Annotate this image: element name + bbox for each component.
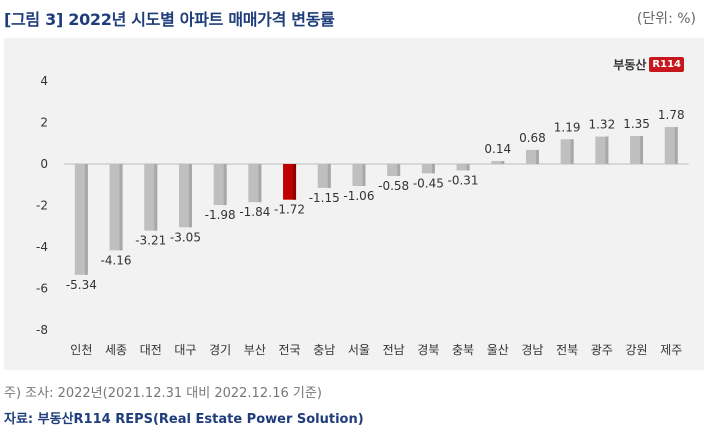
- bar-side: [674, 127, 678, 164]
- logo-badge: R114: [649, 57, 684, 72]
- y-tick-label: -6: [36, 282, 48, 296]
- bar-side: [466, 164, 470, 171]
- data-label: 1.35: [623, 117, 650, 131]
- bar-side: [188, 164, 192, 228]
- x-tick-label: 충남: [313, 343, 335, 357]
- bar-side: [605, 136, 609, 164]
- bar-side: [535, 149, 539, 164]
- y-tick-label: 2: [40, 116, 48, 130]
- bar-side: [84, 164, 88, 275]
- y-tick-label: 4: [40, 74, 48, 88]
- bar-side: [258, 164, 262, 203]
- x-tick-label: 전국: [279, 343, 301, 357]
- bar: [456, 164, 470, 171]
- data-label: 1.78: [658, 108, 685, 122]
- x-tick-label: 경기: [209, 343, 231, 357]
- bar: [664, 127, 678, 164]
- data-label: 0.14: [484, 142, 511, 156]
- data-label: -3.05: [170, 230, 201, 244]
- bar: [178, 164, 192, 228]
- bar-side: [501, 161, 505, 164]
- data-label: -1.84: [239, 205, 270, 219]
- chart-panel: -8 -6 -4 -2 0 2 4 -5.34 인천 -4.16 세종 -3.21 대전 -3.05 대구 -…: [4, 38, 704, 370]
- bar: [525, 149, 539, 164]
- bar-side: [154, 164, 158, 231]
- y-tick-label: -2: [36, 199, 48, 213]
- data-label: -1.15: [309, 191, 340, 205]
- data-label: 1.19: [554, 120, 581, 134]
- x-tick-label: 전남: [383, 343, 405, 357]
- data-label: -3.21: [135, 234, 166, 248]
- chart-title: [그림 3] 2022년 시도별 아파트 매매가격 변동률: [4, 10, 335, 29]
- bar: [248, 164, 262, 203]
- bar-side: [570, 139, 574, 164]
- data-label: -5.34: [66, 278, 97, 292]
- bar: [387, 164, 401, 177]
- bar: [144, 164, 158, 231]
- x-tick-label: 인천: [70, 342, 92, 357]
- bar: [74, 164, 88, 275]
- x-tick-label: 경남: [521, 343, 543, 357]
- x-tick-label: 대전: [140, 343, 162, 357]
- bar: [630, 135, 644, 164]
- data-label: -4.16: [101, 253, 132, 267]
- data-label: 0.68: [519, 131, 546, 145]
- data-label: -1.06: [343, 189, 374, 203]
- logo: 부동산 R114: [613, 56, 684, 73]
- data-label: -1.98: [205, 208, 236, 222]
- data-label: -0.45: [413, 176, 444, 190]
- y-tick-label: -8: [36, 323, 48, 337]
- bar-side: [327, 164, 331, 188]
- bar: [421, 164, 435, 174]
- bar: [213, 164, 227, 206]
- bar: [491, 161, 505, 164]
- x-tick-label: 제주: [660, 343, 682, 357]
- x-tick-label: 충북: [452, 343, 474, 357]
- bar: [595, 136, 609, 164]
- unit-label: (단위: %): [636, 11, 696, 27]
- y-tick-label: 0: [40, 157, 48, 171]
- bar-chart: -8 -6 -4 -2 0 2 4 -5.34 인천 -4.16 세종 -3.21 대전 -3.05 대구 -…: [36, 74, 689, 357]
- bar-side: [640, 135, 644, 164]
- source-note: 자료: 부동산R114 REPS(Real Estate Power Solut…: [4, 412, 364, 427]
- x-tick-label: 강원: [626, 343, 648, 357]
- data-label: -1.72: [274, 203, 305, 217]
- bar: [283, 164, 297, 200]
- survey-note: 주) 조사: 2022년(2021.12.31 대비 2022.12.16 기준…: [4, 386, 322, 401]
- bar: [560, 139, 574, 164]
- logo-text: 부동산: [613, 58, 647, 72]
- x-tick-label: 대구: [174, 343, 196, 357]
- bar: [109, 164, 123, 251]
- bar-side: [223, 164, 227, 206]
- x-tick-label: 서울: [348, 343, 370, 357]
- x-tick-label: 경북: [417, 343, 439, 357]
- bar-side: [431, 164, 435, 174]
- y-tick-label: -4: [36, 240, 48, 254]
- bar-side: [119, 164, 123, 251]
- bar-side: [293, 164, 297, 200]
- bar: [352, 164, 366, 186]
- data-label: -0.58: [378, 179, 409, 193]
- x-tick-label: 울산: [487, 343, 509, 357]
- data-label: -0.31: [448, 173, 479, 187]
- x-tick-label: 세종: [105, 343, 127, 357]
- x-tick-label: 부산: [244, 343, 266, 357]
- bar-side: [362, 164, 366, 186]
- data-label: 1.32: [588, 118, 615, 132]
- bar-side: [397, 164, 401, 177]
- bar: [317, 164, 331, 188]
- x-tick-label: 전북: [556, 343, 578, 357]
- x-tick-label: 광주: [591, 343, 613, 357]
